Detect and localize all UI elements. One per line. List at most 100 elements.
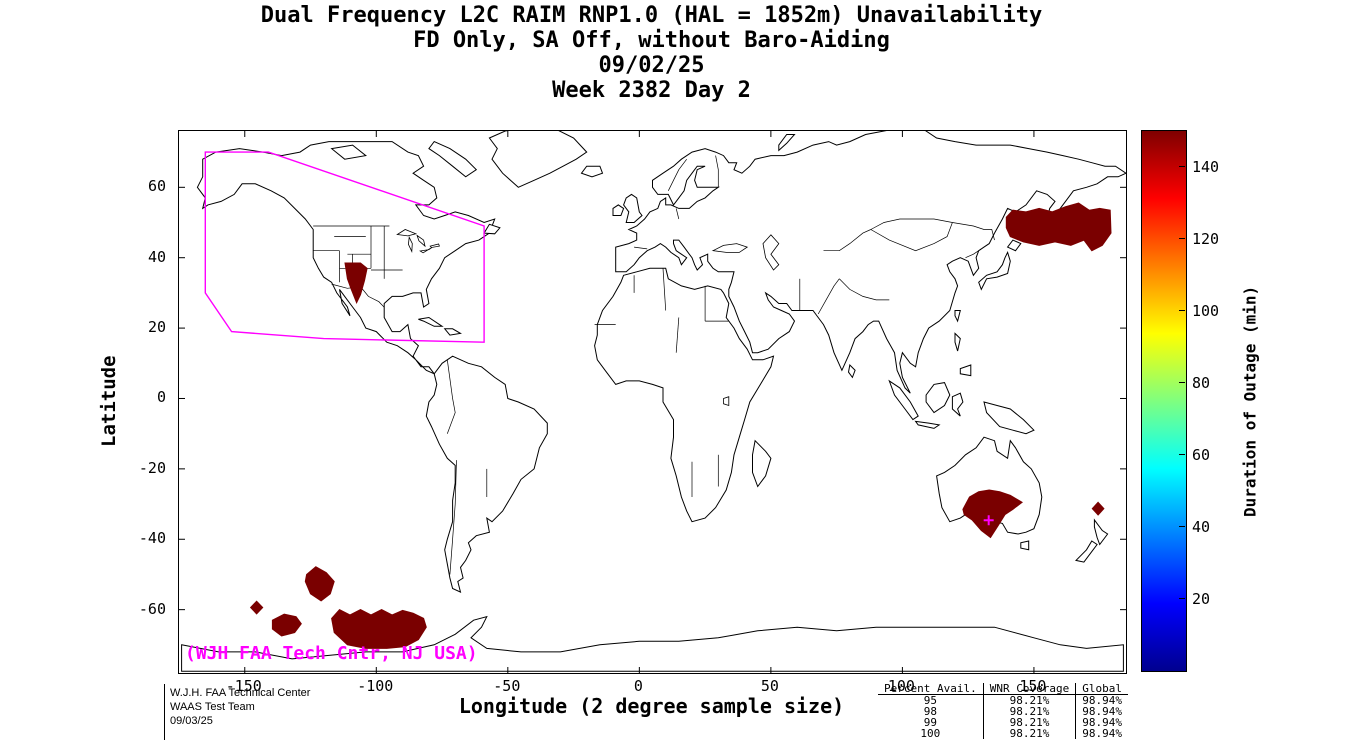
credit-divider [164, 684, 165, 740]
coastline [1006, 239, 1022, 252]
colorbar-tick-mark [1179, 454, 1185, 455]
stats-cell: 98.21% [982, 717, 1076, 728]
x-axis-title: Longitude (2 degree sample size) [458, 694, 845, 718]
coastline [488, 131, 588, 188]
stats-cell: 98.21% [982, 706, 1076, 717]
figure-title-block: Dual Frequency L2C RAIM RNP1.0 (HAL = 18… [178, 3, 1125, 103]
x-tick-label: -50 [493, 677, 521, 695]
stats-cell: 99 [923, 716, 937, 729]
colorbar-tick-label: 80 [1192, 374, 1211, 392]
coastline [483, 223, 501, 235]
credit-block: W.J.H. FAA Technical Center WAAS Test Te… [170, 686, 310, 728]
x-tick-label: 0 [633, 677, 643, 695]
title-line-2: FD Only, SA Off, without Baro-Aiding [413, 28, 890, 53]
coastline [428, 140, 478, 178]
coastline [181, 615, 1124, 672]
coastline [612, 204, 625, 216]
stats-row: 100 98.21% 98.94% [878, 728, 1128, 739]
coastline [847, 363, 856, 379]
country-border [675, 208, 680, 220]
y-tick-label: -20 [138, 458, 166, 477]
facility-annotation: (WJH FAA Tech Cntr, NJ USA) [185, 643, 478, 664]
stats-cell: 98.21% [982, 728, 1076, 739]
country-border [870, 222, 953, 252]
coastline [925, 382, 951, 414]
coastline [443, 328, 462, 336]
x-tick-label: -150 [225, 677, 262, 695]
stats-cell: 98.94% [1075, 728, 1128, 739]
y-tick-label: 20 [147, 318, 166, 337]
country-border [634, 246, 648, 250]
y-tick-label: 60 [147, 177, 166, 196]
country-border [449, 460, 457, 575]
colorbar-tick-mark [1179, 310, 1185, 311]
lake [429, 243, 440, 248]
y-tick-label: -60 [138, 599, 166, 618]
country-border [952, 222, 995, 241]
colorbar-tick-mark [1179, 598, 1185, 599]
country-border [667, 158, 687, 191]
colorbar [1141, 130, 1187, 672]
stats-row: 98 98.21% 98.94% [878, 706, 1128, 717]
country-border [817, 278, 840, 315]
lake [416, 234, 426, 248]
colorbar-tick-mark [1179, 382, 1185, 383]
lake [396, 229, 418, 237]
lake [407, 235, 413, 253]
country-border [662, 268, 667, 311]
y-tick-label: -40 [138, 529, 166, 548]
country-border [675, 317, 680, 353]
lake [723, 396, 730, 407]
stats-row: 99 98.21% 98.94% [878, 717, 1128, 728]
stats-cell: 98.94% [1075, 694, 1128, 706]
x-tick-label: -100 [357, 677, 394, 695]
stats-cell: 98.94% [1075, 706, 1128, 717]
x-tick-label: 150 [1019, 677, 1047, 695]
outage-region-tasman-diamond [1091, 501, 1105, 516]
credit-line-3: 09/03/25 [170, 715, 213, 727]
outage-region-us-southwest [344, 262, 368, 305]
colorbar-tick-label: 140 [1192, 158, 1220, 176]
country-border [715, 155, 719, 188]
coastline [888, 379, 919, 421]
colorbar-tick-label: 60 [1192, 446, 1211, 464]
y-axis-title: Latitude [98, 355, 120, 447]
stats-cell: 98.21% [982, 694, 1076, 706]
stats-cell: 95 [923, 694, 937, 707]
colorbar-gradient [1142, 131, 1186, 671]
coastline [954, 310, 961, 323]
title-line-1: Dual Frequency L2C RAIM RNP1.0 (HAL = 18… [260, 3, 1043, 28]
coastline [580, 165, 604, 178]
coastline [951, 392, 964, 417]
lake [711, 243, 749, 253]
outage-region-south-pacific-small [271, 613, 302, 637]
stats-cell: 100 [920, 727, 941, 740]
coastline [1020, 540, 1030, 551]
coastline [778, 134, 796, 152]
world-map-canvas [179, 131, 1126, 673]
credit-line-1: W.J.H. FAA Technical Center [170, 687, 311, 699]
stats-cell: 98 [923, 705, 937, 718]
coastline [752, 439, 772, 488]
outage-region-northeast-asia [1005, 202, 1112, 252]
stats-row: 95 98.21% 98.94% [878, 694, 1128, 707]
colorbar-tick-label: 100 [1192, 302, 1220, 320]
x-tick-label: 50 [760, 677, 779, 695]
country-border [965, 248, 982, 259]
country-border [870, 218, 953, 230]
country-border [823, 229, 871, 252]
map-plot-area: (WJH FAA Tech Cntr, NJ USA) [178, 130, 1127, 674]
stats-col-wnr-coverage: WNR Coverage [982, 683, 1076, 695]
coastline [330, 144, 367, 160]
country-border [839, 278, 890, 301]
credit-line-2: WAAS Test Team [170, 701, 255, 713]
outage-region-south-pacific-mid [304, 566, 335, 602]
coastline [983, 401, 1035, 435]
y-tick-label: 0 [156, 388, 166, 407]
country-border [331, 283, 385, 308]
outage-region-south-pacific-large [331, 608, 427, 649]
coastline [594, 267, 775, 523]
coastline [954, 332, 961, 352]
colorbar-tick-label: 120 [1192, 230, 1220, 248]
